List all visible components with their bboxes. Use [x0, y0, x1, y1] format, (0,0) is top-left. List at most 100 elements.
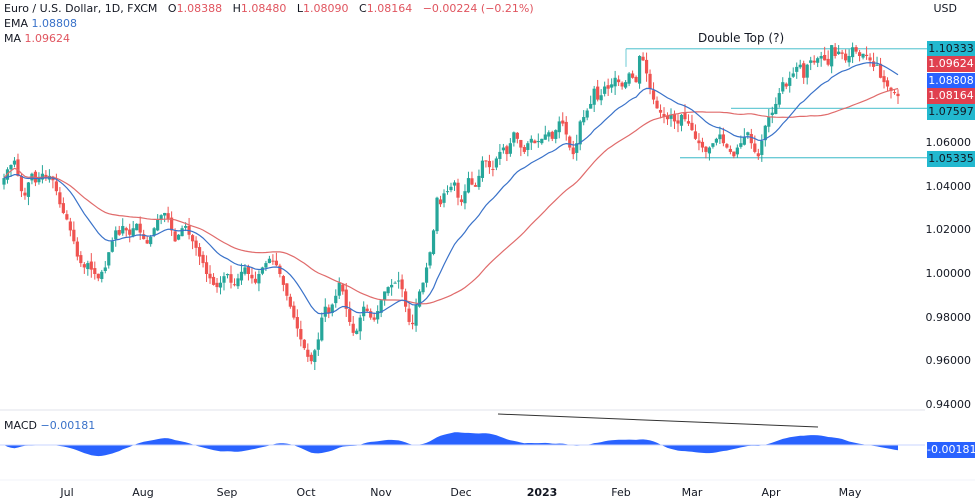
candle-down	[519, 139, 523, 148]
candle-down	[138, 223, 142, 233]
candle-up	[613, 77, 617, 87]
candle-down	[327, 307, 331, 314]
price-tick: 0.94000	[925, 397, 972, 411]
candle-up	[739, 143, 743, 147]
open-value: 1.08388	[176, 2, 223, 15]
candle-up	[225, 274, 230, 276]
candle-up	[135, 223, 139, 231]
time-tick: Aug	[132, 486, 154, 499]
candle-up	[735, 147, 739, 155]
candle-up	[477, 175, 481, 188]
candle-down	[690, 122, 694, 131]
macd-divergence-trendline	[497, 413, 819, 428]
candle-down	[204, 262, 209, 274]
candle-down	[271, 260, 275, 262]
low-value: 1.08090	[303, 2, 349, 15]
candle-up	[760, 141, 764, 155]
candle-up	[355, 330, 359, 334]
candle-down	[369, 311, 373, 318]
candle-up	[183, 226, 188, 228]
candle-up	[830, 45, 834, 67]
candle-down	[686, 121, 691, 124]
candle-up	[805, 64, 809, 78]
candle-up	[337, 282, 341, 296]
candle-down	[250, 274, 254, 279]
price-tag: 1.09624	[927, 56, 975, 72]
candle-down	[470, 178, 474, 185]
candle-down	[142, 234, 146, 240]
candle-up	[627, 73, 631, 84]
candle-down	[344, 289, 348, 309]
candle-up	[669, 114, 673, 119]
candle-up	[526, 143, 530, 150]
candle-down	[749, 133, 753, 144]
candle-down	[124, 228, 128, 231]
macd-label: MACD	[4, 419, 37, 432]
candle-up	[540, 138, 544, 144]
candle-down	[89, 261, 93, 270]
candle-up	[107, 252, 111, 266]
candle-up	[809, 60, 813, 63]
candle-up	[114, 230, 118, 240]
candle-down	[215, 282, 219, 288]
candle-down	[61, 203, 65, 213]
candle-down	[515, 132, 519, 139]
time-tick: May	[838, 486, 862, 499]
candle-up	[788, 77, 792, 86]
candle-down	[190, 235, 195, 242]
candle-up	[383, 291, 387, 301]
candle-down	[93, 268, 97, 274]
candle-up	[791, 73, 795, 77]
candle-up	[746, 132, 750, 136]
candle-up	[435, 197, 439, 232]
candle-down	[896, 93, 900, 97]
candle-up	[711, 143, 715, 147]
candle-up	[592, 88, 596, 105]
candle-up	[260, 267, 265, 274]
candle-up	[512, 132, 516, 143]
candle-down	[571, 147, 575, 155]
candle-down	[285, 283, 289, 296]
macd-legend[interactable]: MACD −0.00181	[4, 419, 95, 433]
candle-down	[211, 276, 216, 285]
candle-down	[756, 153, 760, 157]
candle-up	[547, 132, 551, 137]
candle-up	[707, 147, 712, 154]
candle-down	[885, 80, 890, 87]
candle-down	[892, 92, 897, 94]
candle-down	[16, 159, 20, 176]
candle-up	[589, 103, 593, 109]
candle-up	[149, 236, 153, 245]
candle-up	[610, 84, 614, 88]
candle-up	[86, 263, 90, 270]
candle-down	[728, 148, 732, 152]
candle-up	[37, 178, 41, 183]
candle-up	[442, 193, 446, 203]
price-tick: 0.98000	[925, 310, 972, 324]
candle-down	[295, 317, 299, 329]
ma-legend[interactable]: MA 1.09624	[4, 32, 70, 46]
price-tag: 1.07597	[927, 104, 975, 120]
candle-up	[798, 64, 802, 68]
candle-down	[19, 175, 24, 192]
candle-down	[484, 160, 488, 162]
time-tick: Nov	[370, 486, 392, 499]
candle-down	[868, 57, 872, 61]
candle-up	[554, 130, 558, 139]
double-top-annotation[interactable]: Double Top (?)	[698, 31, 785, 45]
candle-up	[847, 56, 851, 63]
ema-legend[interactable]: EMA 1.08808	[4, 17, 77, 31]
candle-down	[23, 192, 27, 196]
candle-down	[473, 185, 478, 187]
candle-down	[802, 63, 806, 78]
close-value: 1.08164	[366, 2, 413, 15]
candle-down	[96, 273, 100, 279]
currency-label[interactable]: USD	[933, 2, 957, 15]
candle-down	[568, 136, 572, 148]
open-label: O	[167, 2, 177, 15]
candle-up	[501, 147, 505, 151]
candle-up	[480, 160, 485, 178]
candle-up	[424, 267, 429, 283]
candle-down	[456, 182, 460, 198]
